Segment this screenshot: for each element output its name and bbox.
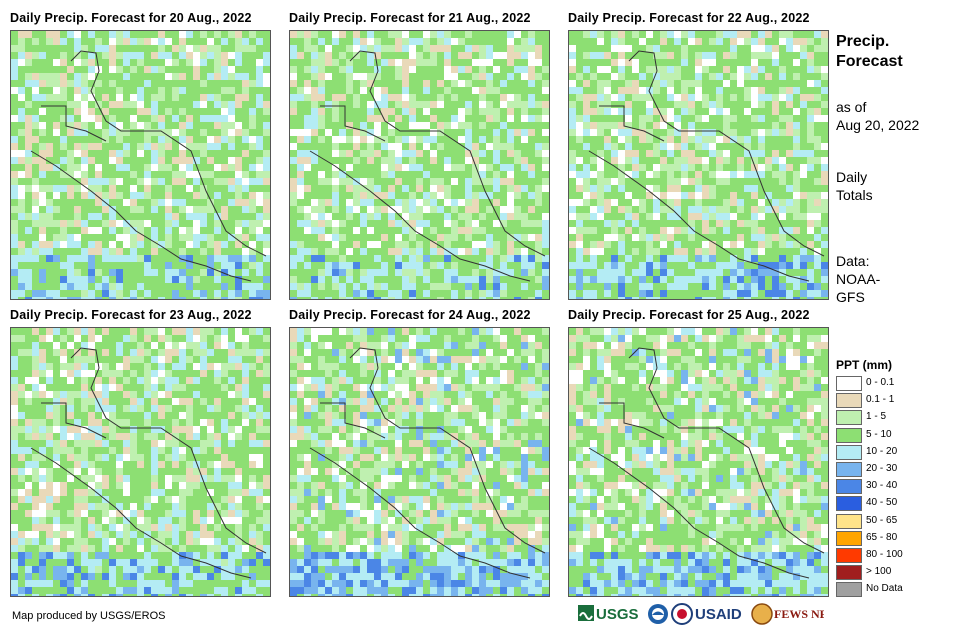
legend-swatch: [836, 479, 862, 495]
legend-label: 50 - 65: [866, 514, 898, 526]
noaa-logo: [648, 604, 668, 624]
map-panel-3: [568, 30, 829, 300]
legend-title: PPT (mm): [836, 358, 893, 372]
legend-swatch: [836, 410, 862, 426]
map-raster: [290, 328, 549, 596]
panel-title-5: Daily Precip. Forecast for 24 Aug., 2022: [289, 308, 531, 322]
legend-swatch: [836, 513, 862, 529]
legend-label: 30 - 40: [866, 480, 898, 492]
map-raster: [11, 31, 270, 299]
credit-text: Map produced by USGS/EROS: [12, 610, 166, 622]
legend-label: 40 - 50: [866, 497, 898, 509]
legend-label: 65 - 80: [866, 531, 898, 543]
map-raster: [290, 31, 549, 299]
legend-swatch: [836, 530, 862, 546]
legend-label: 1 - 5: [866, 411, 887, 423]
legend-swatch: [836, 565, 862, 581]
fewsnet-logo: FEWS NET: [751, 603, 836, 625]
map-panel-2: [289, 30, 550, 300]
legend-label: No Data: [866, 583, 903, 595]
panel-title-4: Daily Precip. Forecast for 23 Aug., 2022: [10, 308, 252, 322]
legend-swatch: [836, 427, 862, 443]
legend-label: 20 - 30: [866, 463, 898, 474]
legend-swatch: [836, 376, 862, 391]
map-panel-6: [568, 327, 829, 597]
legend-swatch: [836, 462, 862, 477]
map-panel-1: [10, 30, 271, 300]
legend-label: 0.1 - 1: [866, 394, 895, 406]
side-title: Precip. Forecast: [836, 33, 903, 70]
legend-swatch: [836, 582, 862, 598]
usaid-seal: [671, 603, 693, 625]
daily-totals-label: Daily Totals: [836, 169, 873, 203]
panel-title-2: Daily Precip. Forecast for 21 Aug., 2022: [289, 11, 531, 25]
legend-swatch: [836, 496, 862, 512]
legend-swatch: [836, 548, 862, 563]
legend-swatch: [836, 444, 862, 460]
usgs-logo: USGS: [578, 605, 639, 623]
legend-label: 10 - 20: [866, 445, 898, 457]
as-of-date: as of Aug 20, 2022: [836, 99, 920, 133]
map-raster: [569, 328, 828, 596]
legend-label: > 100: [866, 566, 892, 578]
map-panel-4: [10, 327, 271, 597]
panel-title-1: Daily Precip. Forecast for 20 Aug., 2022: [10, 11, 252, 25]
map-panel-5: [289, 327, 550, 597]
panel-title-6: Daily Precip. Forecast for 25 Aug., 2022: [568, 308, 810, 322]
map-raster: [11, 328, 270, 596]
data-source: Data: NOAA- GFS: [836, 253, 881, 305]
usaid-logo: USAID: [695, 606, 742, 623]
logo-strip: USGS USAID FEWS NET: [578, 602, 836, 628]
map-raster: [569, 31, 828, 299]
panel-title-3: Daily Precip. Forecast for 22 Aug., 2022: [568, 11, 810, 25]
legend-label: 5 - 10: [866, 428, 892, 440]
legend-label: 0 - 0.1: [866, 377, 895, 388]
legend-swatch: [836, 393, 862, 409]
legend-label: 80 - 100: [866, 549, 903, 560]
